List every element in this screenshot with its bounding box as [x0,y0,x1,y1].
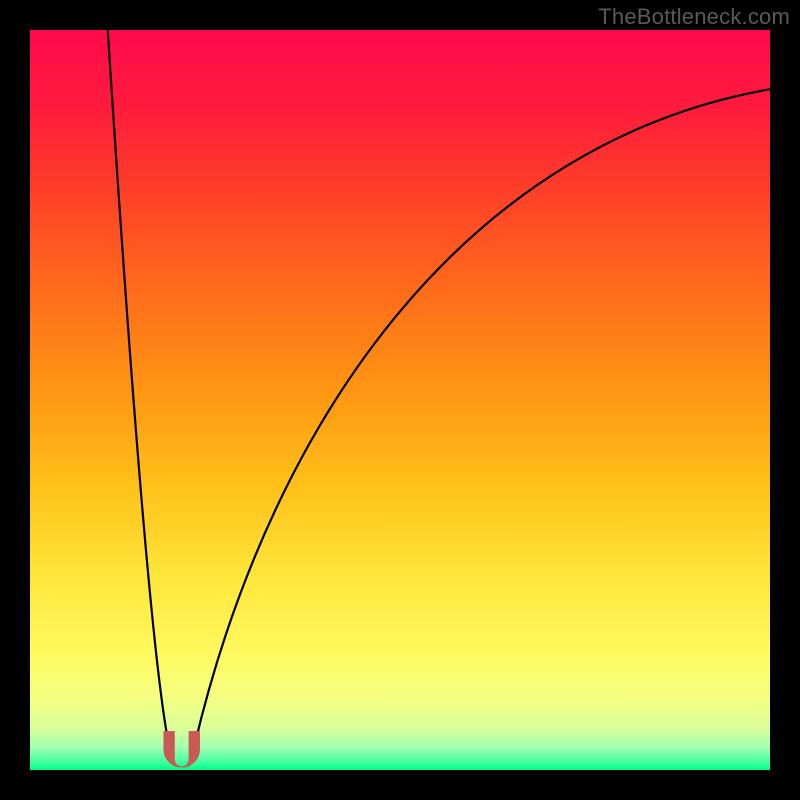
border-right [770,0,800,800]
watermark-label: TheBottleneck.com [598,4,790,30]
border-bottom [0,770,800,800]
bottleneck-chart [0,0,800,800]
gradient-plot-area [30,30,770,770]
chart-frame: TheBottleneck.com [0,0,800,800]
border-left [0,0,30,800]
